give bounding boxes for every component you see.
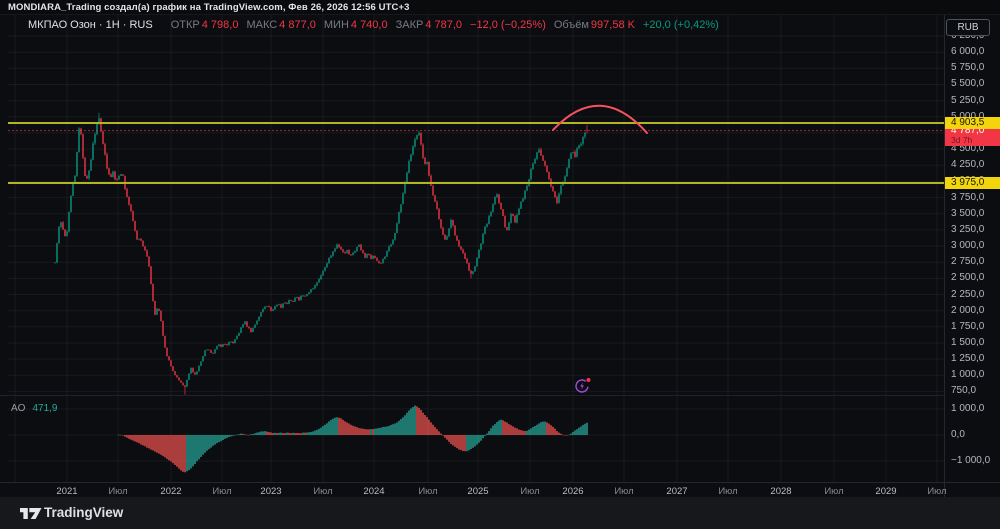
bar-countdown: 3d 7h [951,135,973,145]
price-axis-tick: 1 750,0 [951,321,985,332]
price-axis-tick: 4 500,0 [951,143,985,154]
price-axis-tick: 1 250,0 [951,353,985,364]
time-axis-tick: Июл [927,486,947,497]
ao-axis-tick: 1 000,0 [951,403,985,414]
time-axis-tick: Июл [212,486,232,497]
time-axis-tick: 2021 [56,486,78,497]
price-axis-tick: 6 000,0 [951,46,985,57]
price-axis-tick: 2 750,0 [951,256,985,267]
price-axis-tick: 5 000,0 [951,111,984,122]
time-axis-tick: 2028 [770,486,792,497]
price-axis-tick: 3 500,0 [951,208,985,219]
last-price-label: 4 787,0 [951,125,985,136]
time-axis-tick: 2026 [562,486,584,497]
volume-label: Объём [553,19,589,31]
ao-label: AO [11,403,26,414]
legend-field-value: 4 740,0 [350,19,388,31]
chart-area: МКПАО Озон · 1Н · RUS ОТКР 4 798,0 МАКС 4 87… [0,15,1000,497]
currency-button[interactable]: RUB [946,19,990,36]
time-axis-tick: Июл [520,486,540,497]
ao-axis-tick: −1 000,0 [951,455,991,466]
snapshot-header: MONDIARA_Trading создал(а) график на Tra… [0,0,1000,15]
time-axis-tick: 2024 [363,486,385,497]
legend-field-label: МИН [323,19,349,31]
price-axis-tick: 5 500,0 [951,78,985,89]
legend-ohlc-fields: ОТКР 4 798,0 МАКС 4 877,0 МИН 4 740,0 ЗАКР 4 78… [163,19,462,31]
time-axis-tick: 2022 [160,486,182,497]
time-axis-tick: Июл [313,486,333,497]
price-axis-tick: 750,0 [951,385,977,396]
arc-drawing [552,104,648,134]
legend-field-value: 4 798,0 [201,19,239,31]
snapshot-title: MONDIARA_Trading создал(а) график на Tra… [8,2,410,13]
pane-separator[interactable] [0,395,944,396]
symbol-title[interactable]: МКПАО Озон · 1Н · RUS [28,19,153,31]
time-axis-tick: Июл [108,486,128,497]
chart-canvas[interactable] [0,15,1000,497]
price-axis-tick: 1 000,0 [951,369,985,380]
legend-field-value: 4 877,0 [279,19,316,31]
tradingview-wordmark[interactable]: TradingView [44,505,124,520]
time-axis-tick: Июл [718,486,738,497]
price-axis-tick: 3 250,0 [951,224,985,235]
level-price-label[interactable]: 4 903,5 [945,117,1000,129]
event-marker-icon[interactable] [574,375,594,395]
price-axis-tick: 2 000,0 [951,305,985,316]
time-axis-tick: 2029 [875,486,897,497]
ao-value: 471,9 [32,403,58,414]
legend: МКПАО Озон · 1Н · RUS ОТКР 4 798,0 МАКС 4 87… [28,19,719,31]
time-axis-border [0,482,1000,483]
legend-field-label: МАКС [246,19,278,31]
volume-value: 997,58 K [590,19,635,31]
price-axis-tick: 5 250,0 [951,95,985,106]
time-axis-tick: 2025 [467,486,489,497]
volume-change: +20,0 (+0,42%) [642,19,719,31]
price-axis-border [944,15,945,497]
footer: TradingView [0,497,1000,529]
time-axis-tick: 2027 [666,486,688,497]
legend-field-value: 4 787,0 [425,19,463,31]
ao-axis-tick: 0,0 [951,429,965,440]
price-axis-tick: 5 750,0 [951,62,985,73]
time-axis-tick: Июл [824,486,844,497]
ao-indicator-legend[interactable]: AO 471,9 [11,403,57,414]
time-axis-tick: Июл [614,486,634,497]
price-axis-tick: 3 750,0 [951,192,985,203]
price-axis-tick: 4 250,0 [951,159,985,170]
price-axis-tick: 1 500,0 [951,337,985,348]
legend-field-label: ОТКР [170,19,200,31]
price-axis-tick: 2 500,0 [951,272,985,283]
legend-field-label: ЗАКР [395,19,424,31]
time-axis-tick: 2023 [260,486,282,497]
level-price-label[interactable]: 3 975,0 [945,177,1000,189]
last-price-axis-label[interactable]: 4 787,0 3d 7h [945,125,1000,146]
price-axis-tick: 3 000,0 [951,240,985,251]
price-change: −12,0 (−0,25%) [470,19,546,31]
price-axis-tick: 2 250,0 [951,289,985,300]
time-axis-tick: Июл [418,486,438,497]
tradingview-logo-icon[interactable] [20,506,42,521]
